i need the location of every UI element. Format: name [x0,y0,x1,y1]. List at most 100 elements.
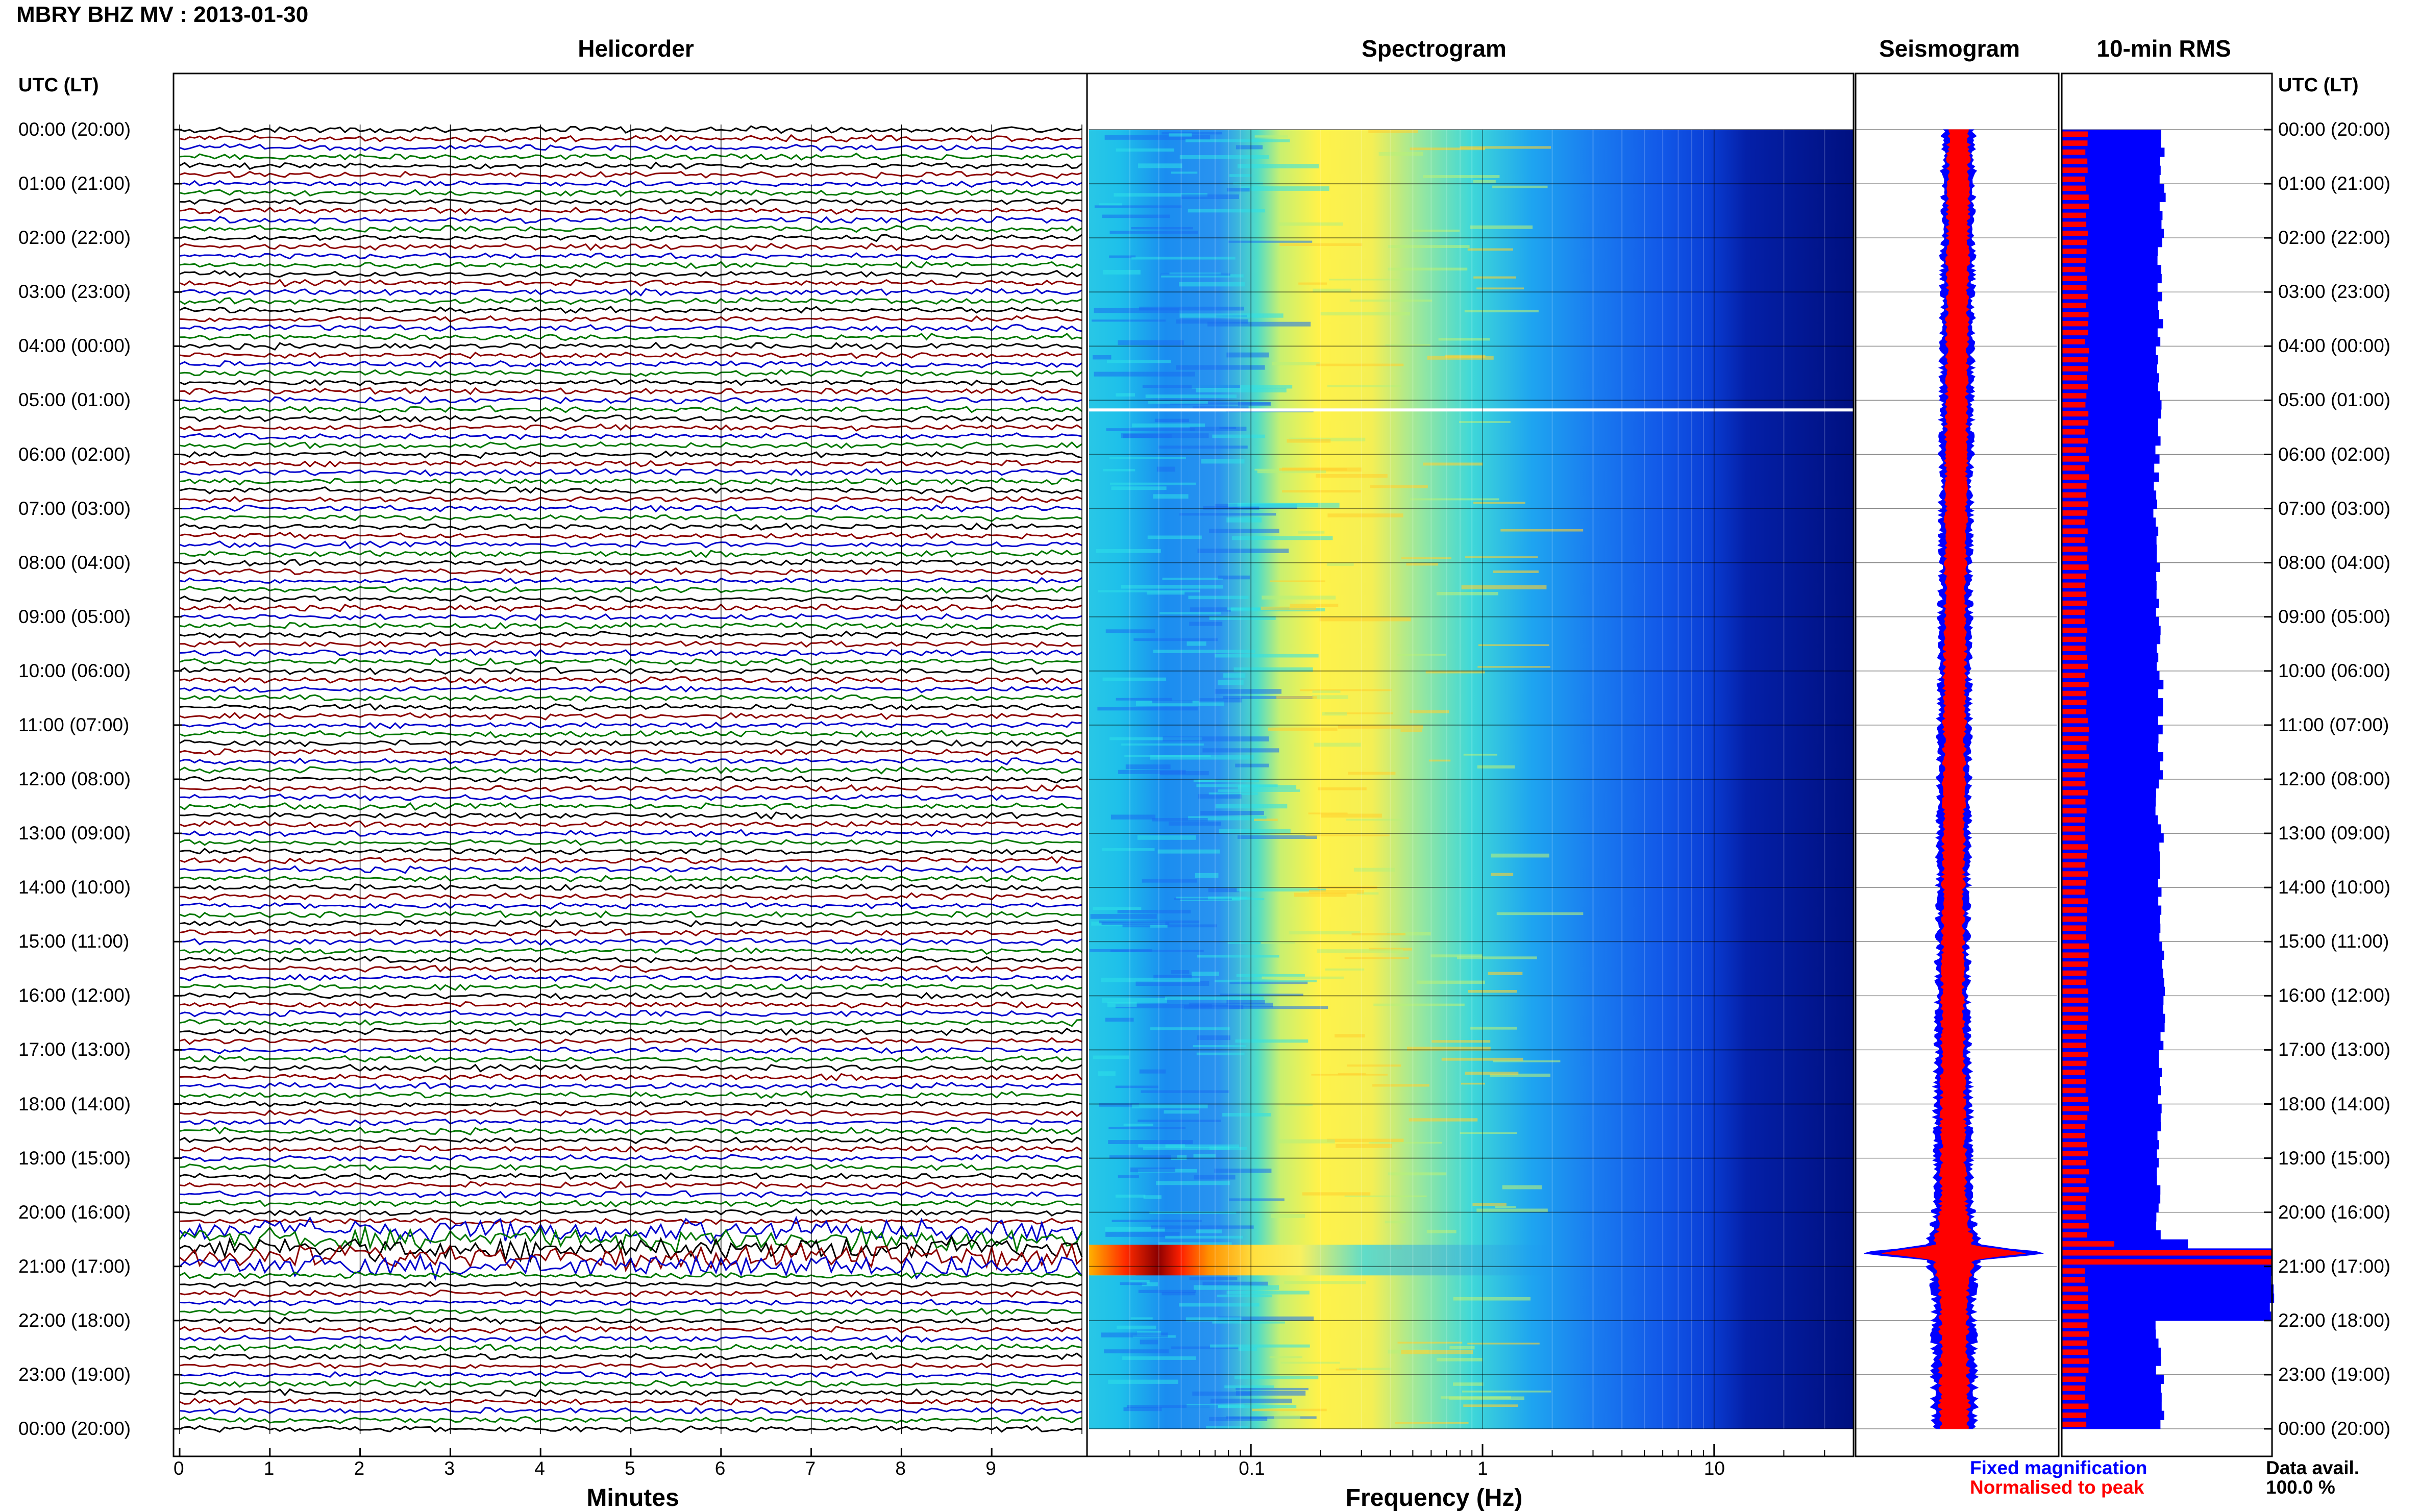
spectrogram-streak [1169,133,1192,137]
rms-normalised-bar [2062,1169,2089,1175]
spectrogram-streak [1191,385,1293,389]
spectrogram-streak [1109,255,1136,258]
spectrogram-streak [1316,474,1388,478]
time-label-left: 03:00 (23:00) [18,281,131,303]
rms-normalised-bar [2062,880,2086,886]
spectrogram-streak [1356,892,1379,895]
spectrogram-streak [1464,309,1539,313]
seismogram-panel [1856,129,2057,1429]
spectrogram-streak [1196,784,1278,787]
spectrogram-streak [1387,932,1431,936]
rms-normalised-bar [2062,1214,2086,1220]
rms-normalised-bar [2062,961,2088,967]
rms-normalised-bar [2062,537,2085,543]
rms-normalised-bar [2062,1142,2087,1148]
spectrogram-streak [1236,1387,1309,1391]
rms-fixed-bar [2062,1383,2161,1393]
spectrogram-streak [1411,229,1460,232]
spectrogram-streak [1156,1181,1230,1185]
minute-tick-label: 6 [714,1458,726,1479]
spectrogram-streak [1210,1398,1292,1403]
time-label-right: 13:00 (09:00) [2278,823,2391,844]
frequency-tick-label: 0.1 [1239,1458,1265,1479]
spectrogram-streak [1149,1211,1237,1214]
seismogram-title: Seismogram [1879,35,2020,62]
spectrogram-streak [1188,816,1267,821]
spectrogram-streak [1118,340,1184,345]
spectrogram-streak [1161,274,1244,278]
spectrogram-streak [1118,1175,1140,1178]
spectrogram-streak [1305,834,1390,836]
spectrogram-streak [1150,755,1254,760]
spectrogram-streak [1165,996,1264,1000]
spectrogram-streak [1195,873,1219,878]
spectrogram-streak [1453,1297,1531,1301]
spectrogram-streak [1336,1368,1357,1371]
spectrogram-streak [1125,764,1171,770]
time-label-left: 15:00 (11:00) [18,931,130,952]
spectrogram-streak [1185,139,1290,142]
spectrogram-streak [1476,1208,1548,1212]
rms-normalised-bar [2062,1160,2086,1166]
spectrogram-streak [1143,1195,1162,1199]
spectrogram-streak [1491,873,1514,876]
spectrogram-streak [1465,1072,1519,1075]
spectrogram-streak [1324,712,1393,714]
time-label-left: 04:00 (00:00) [18,335,131,357]
spectrogram-streak [1141,1090,1229,1093]
rms-normalised-bar [2062,258,2086,263]
time-label-left: 00:00 (20:00) [18,1418,131,1439]
time-label-left: 10:00 (06:00) [18,660,131,681]
spectrogram-streak [1208,888,1240,893]
spectrogram-streak [1192,1391,1252,1396]
spectrogram-streak [1176,365,1265,370]
spectrogram-streak [1228,503,1318,508]
spectrogram-streak [1170,402,1271,405]
rms-normalised-bar [2062,293,2088,300]
spectrogram-streak [1335,1034,1365,1038]
spectrogram-streak [1279,468,1347,471]
rms-normalised-bar [2062,943,2089,949]
spectrogram-streak [1105,1018,1134,1022]
rms-normalised-bar [2062,1087,2086,1094]
rms-normalised-bar [2062,483,2087,489]
spectrogram-streak [1094,205,1182,208]
spectrogram-streak [1478,644,1549,647]
spectrogram-streak [1198,794,1242,799]
spectrogram-streak [1121,585,1223,589]
spectrogram-streak [1110,950,1204,952]
spectrogram-streak [1217,1295,1272,1298]
spectrogram-streak [1427,356,1494,360]
minute-tick-label: 0 [174,1458,184,1479]
spectrogram-streak [1369,948,1412,951]
rms-normalised-bar [2062,826,2085,832]
rms-normalised-bar [2062,1124,2086,1130]
rms-normalised-bar [2062,456,2089,462]
spectrogram-streak [1123,1123,1153,1126]
rms-normalised-bar [2062,673,2085,678]
rms-normalised-bar [2062,970,2087,976]
rms-normalised-bar [2062,339,2085,344]
rms-normalised-bar [2062,185,2086,191]
spectrogram-streak [1210,1344,1310,1348]
spectrogram-streak [1131,1104,1208,1109]
spectrogram-streak [1477,765,1515,769]
spectrogram-streak [1190,427,1247,431]
rms-fixed-bar [2062,608,2156,617]
rms-fixed-bar [2062,1131,2158,1141]
spectrogram-streak [1162,578,1223,580]
rms-normalised-bar [2062,934,2086,940]
rms-normalised-bar [2062,1250,2272,1256]
spectrogram-streak [1218,1316,1314,1321]
spectrogram-streak [1388,1172,1447,1176]
spectrogram-streak [1294,893,1347,897]
spectrogram-streak [1092,355,1112,360]
spectrogram-streak [1388,267,1468,271]
rms-fixed-bar [2062,1266,2272,1276]
rms-normalised-bar [2062,131,2088,137]
spectrogram-streak [1159,612,1221,615]
spectrogram-streak [1130,1317,1153,1320]
spectrogram-streak [1105,1226,1165,1232]
spectrogram-streak [1215,654,1319,658]
spectrogram-streak [1388,245,1470,248]
